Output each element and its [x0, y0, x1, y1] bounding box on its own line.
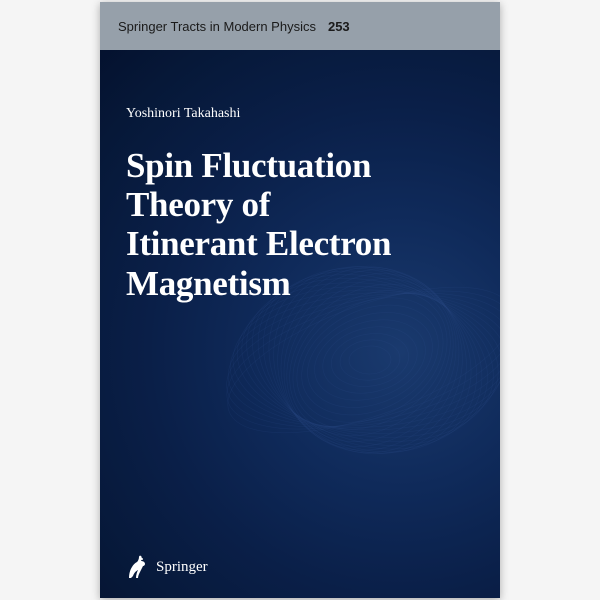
series-name: Springer Tracts in Modern Physics [118, 19, 316, 34]
publisher-name: Springer [156, 559, 208, 576]
author-name: Yoshinori Takahashi [126, 106, 240, 122]
springer-horse-icon [126, 554, 148, 580]
title-line: Spin Fluctuation [126, 146, 371, 185]
book-cover: Springer Tracts in Modern Physics 253 [100, 2, 500, 598]
series-volume: 253 [328, 19, 350, 34]
title-line: Magnetism [126, 264, 291, 303]
publisher-block: Springer [126, 554, 208, 580]
title-line: Theory of [126, 185, 270, 224]
book-title: Spin Fluctuation Theory of Itinerant Ele… [126, 146, 410, 303]
series-band: Springer Tracts in Modern Physics 253 [100, 2, 500, 50]
cover-main: Yoshinori Takahashi Spin Fluctuation The… [100, 50, 500, 598]
title-line: Itinerant Electron [126, 224, 391, 263]
